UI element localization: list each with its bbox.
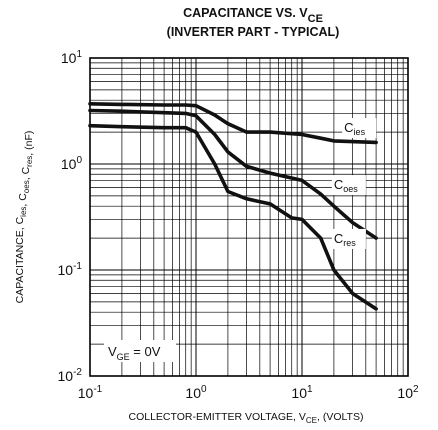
plot-frame <box>89 57 409 377</box>
y-tick-label: 10-2 <box>58 367 83 384</box>
vge-annotation: VGE = 0V <box>104 340 176 362</box>
vge-suffix: = 0V <box>130 344 161 359</box>
y-tick-label: 10-1 <box>58 261 83 278</box>
curve-res <box>88 123 378 311</box>
x-axis-label-sub: CE <box>306 416 317 425</box>
curve-ies <box>88 102 378 145</box>
curve-label-bg <box>331 175 366 196</box>
y-tick-labels: 10-2 10-1 100 101 <box>58 49 83 384</box>
curve-label-bg <box>342 118 377 139</box>
x-tick-label: 101 <box>291 384 313 401</box>
x-axis-label: COLLECTOR-EMITTER VOLTAGE, VCE, (VOLTS) <box>129 411 364 425</box>
vge-annotation-box <box>104 340 176 362</box>
y-axis-label: CAPACITANCE, Cies, Coes, Cres, (nF) <box>14 131 35 304</box>
y-tick-label: 100 <box>61 155 83 172</box>
x-tick-labels: 10-1 100 101 102 <box>78 384 419 401</box>
curve-label-oes: Coes <box>334 177 358 194</box>
chart-title-line2: (INVERTER PART - TYPICAL) <box>167 25 340 39</box>
chart-title-sub: CE <box>308 13 323 25</box>
curve-label-ies: Cies <box>344 120 365 137</box>
x-axis-label-suffix: , (VOLTS) <box>317 411 363 423</box>
x-axis-label-text: COLLECTOR-EMITTER VOLTAGE, V <box>129 411 306 423</box>
x-tick-label: 10-1 <box>78 384 103 401</box>
vge-text: V <box>108 344 117 359</box>
series-curves <box>88 102 378 311</box>
chart-title-text: CAPACITANCE VS. V <box>183 6 308 20</box>
chart-title-line1: CAPACITANCE VS. VCE <box>183 6 323 25</box>
x-tick-label: 100 <box>185 384 207 401</box>
curve-oes <box>88 108 378 240</box>
series-labels: Cies Coes Cres <box>331 118 377 249</box>
x-tick-label: 102 <box>397 384 419 401</box>
vge-sub: GE <box>117 352 130 362</box>
vge-annotation-text: VGE = 0V <box>108 344 161 362</box>
y-tick-label: 101 <box>61 49 83 66</box>
curve-label-res: Cres <box>334 231 356 248</box>
curve-label-bg <box>331 228 366 249</box>
